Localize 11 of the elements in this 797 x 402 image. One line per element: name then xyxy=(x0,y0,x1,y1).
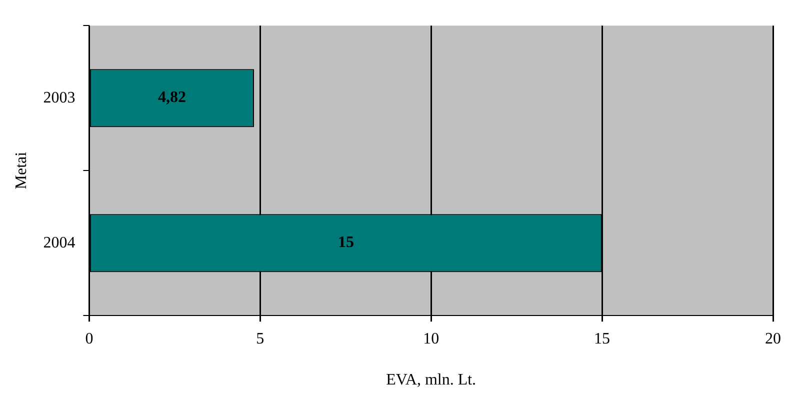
x-tick-label: 15 xyxy=(594,330,610,348)
y-tick-label: 2004 xyxy=(43,234,76,252)
x-tick-label: 10 xyxy=(423,330,440,348)
y-tick-label: 2003 xyxy=(43,89,76,106)
data-label: 4,82 xyxy=(158,89,186,106)
x-tick-label: 20 xyxy=(765,330,781,348)
x-axis-title: EVA, mln. Lt. xyxy=(386,372,476,389)
x-tick-label: 5 xyxy=(256,330,264,348)
y-axis-title: Metai xyxy=(12,151,30,190)
x-tick-label: 0 xyxy=(85,330,94,348)
data-label: 15 xyxy=(338,234,354,252)
